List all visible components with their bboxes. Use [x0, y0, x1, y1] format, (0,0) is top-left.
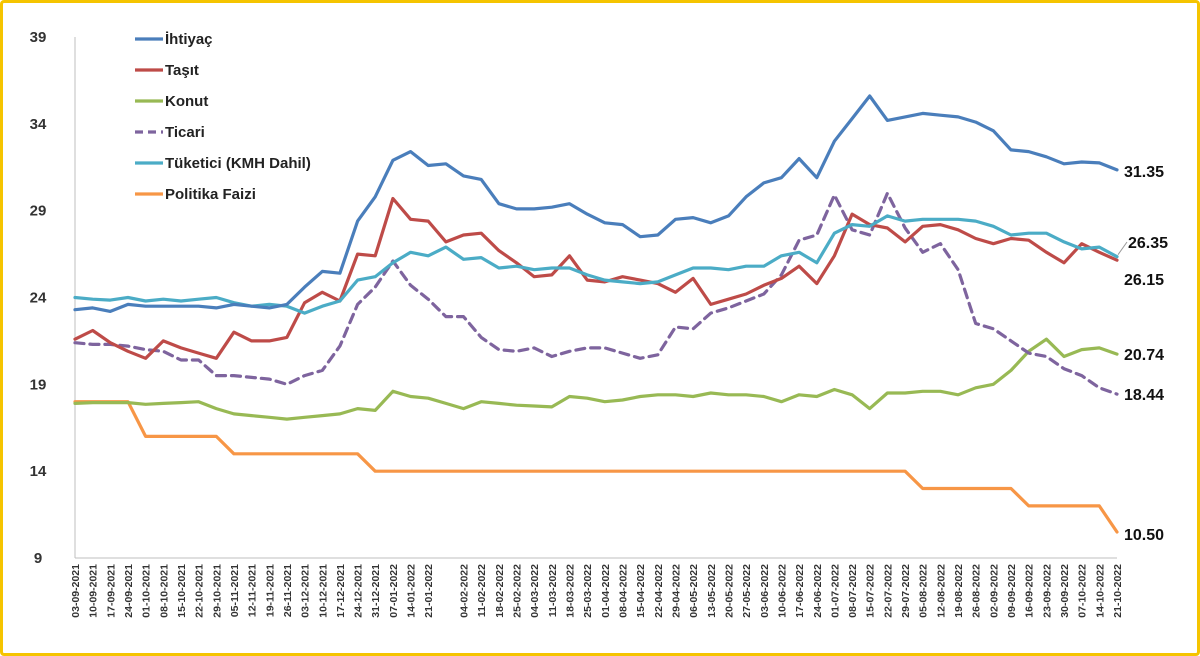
x-tick-label: 25-03-2022 — [582, 564, 594, 618]
end-value-labels: 31.35 26.35 26.15 20.74 18.44 10.50 — [1117, 164, 1168, 544]
x-tick-label: 17-06-2022 — [794, 564, 806, 618]
series-line — [73, 400, 1119, 534]
y-tick-label: 14 — [30, 463, 47, 480]
end-value-label: 18.44 — [1124, 387, 1164, 404]
x-tick-label: 05-08-2022 — [918, 564, 930, 618]
y-axis-ticks: 9 14 19 24 29 34 39 — [30, 29, 47, 567]
x-tick-label: 29-07-2022 — [900, 564, 912, 618]
x-tick-label: 29-04-2022 — [670, 564, 682, 618]
series-line — [73, 94, 1119, 313]
x-tick-label: 18-03-2022 — [565, 564, 577, 618]
y-tick-label: 19 — [30, 376, 47, 393]
x-tick-label: 15-10-2021 — [176, 564, 188, 618]
x-tick-label: 21-01-2022 — [423, 564, 435, 618]
x-tick-label: 14-01-2022 — [406, 564, 418, 618]
x-tick-label: 15-04-2022 — [635, 564, 647, 618]
x-tick-label: 17-12-2021 — [335, 564, 347, 618]
x-tick-label: 26-08-2022 — [971, 564, 983, 618]
x-tick-label: 03-06-2022 — [759, 564, 771, 618]
x-tick-label: 14-10-2022 — [1094, 564, 1106, 618]
x-tick-label: 16-09-2022 — [1024, 564, 1036, 618]
series-line — [73, 337, 1119, 421]
end-value-label: 31.35 — [1124, 164, 1164, 181]
x-tick-label: 18-02-2022 — [494, 564, 506, 618]
x-tick-label: 13-05-2022 — [706, 564, 718, 618]
x-tick-label: 24-06-2022 — [812, 564, 824, 618]
x-tick-label: 20-05-2022 — [723, 564, 735, 618]
end-value-label: 10.50 — [1124, 527, 1164, 544]
x-tick-label: 06-05-2022 — [688, 564, 700, 618]
x-tick-label: 22-10-2021 — [194, 564, 206, 618]
series-lines — [73, 94, 1119, 534]
legend-label: Politika Faizi — [165, 186, 256, 203]
end-value-label: 20.74 — [1124, 347, 1164, 364]
x-tick-label: 29-10-2021 — [211, 564, 223, 618]
x-tick-label: 10-09-2021 — [88, 564, 100, 618]
end-value-label: 26.35 — [1128, 235, 1168, 252]
x-tick-label: 09-09-2022 — [1006, 564, 1018, 618]
series-line — [73, 196, 1119, 360]
x-tick-label: 08-10-2021 — [158, 564, 170, 618]
x-tick-label: 19-08-2022 — [953, 564, 965, 618]
x-tick-label: 08-07-2022 — [847, 564, 859, 618]
x-tick-label: 19-11-2021 — [264, 564, 276, 617]
end-label-leader — [1117, 241, 1128, 255]
y-tick-label: 24 — [30, 290, 47, 307]
x-axis-ticks: 03-09-2021 10-09-2021 17-09-2021 24-09-2021… — [70, 564, 1124, 618]
x-tick-label: 04-02-2022 — [459, 564, 471, 618]
series-line — [73, 191, 1119, 396]
x-tick-label: 12-08-2022 — [935, 564, 947, 618]
legend-label: Taşıt — [165, 62, 199, 79]
x-tick-label: 12-11-2021 — [247, 564, 259, 617]
y-tick-label: 39 — [30, 29, 47, 46]
y-tick-label: 29 — [30, 203, 47, 220]
x-tick-label: 10-06-2022 — [776, 564, 788, 618]
x-tick-label: 03-12-2021 — [300, 564, 312, 618]
x-tick-label: 03-09-2021 — [70, 564, 82, 618]
legend-label: İhtiyaç — [165, 31, 213, 48]
y-tick-label: 9 — [34, 550, 42, 567]
x-tick-label: 24-09-2021 — [123, 564, 135, 618]
x-tick-label: 11-03-2022 — [547, 564, 559, 617]
x-tick-label: 01-07-2022 — [829, 564, 841, 618]
x-tick-label: 21-10-2022 — [1112, 564, 1124, 618]
x-tick-label: 11-02-2022 — [476, 564, 488, 617]
x-tick-label: 07-10-2022 — [1077, 564, 1089, 618]
x-tick-label: 24-12-2021 — [353, 564, 365, 618]
x-tick-label: 04-03-2022 — [529, 564, 541, 618]
x-tick-label: 15-07-2022 — [865, 564, 877, 618]
x-tick-label: 27-05-2022 — [741, 564, 753, 618]
x-tick-label: 05-11-2021 — [229, 564, 241, 617]
legend-label: Konut — [165, 93, 208, 110]
x-tick-label: 02-09-2022 — [988, 564, 1000, 618]
x-tick-label: 25-02-2022 — [512, 564, 524, 618]
x-tick-label: 07-01-2022 — [388, 564, 400, 618]
x-tick-label: 22-07-2022 — [882, 564, 894, 618]
legend-label: Ticari — [165, 124, 205, 141]
x-tick-label: 22-04-2022 — [653, 564, 665, 618]
legend-label: Tüketici (KMH Dahil) — [165, 155, 311, 172]
x-tick-label: 26-11-2021 — [282, 564, 294, 617]
y-tick-label: 34 — [30, 116, 47, 133]
x-tick-label: 10-12-2021 — [317, 564, 329, 618]
legend: İhtiyaç Taşıt Konut Ticari Tüketici (KMH Dah… — [135, 31, 311, 203]
x-tick-label: 23-09-2022 — [1041, 564, 1053, 618]
x-tick-label: 30-09-2022 — [1059, 564, 1071, 618]
end-value-label: 26.15 — [1124, 272, 1164, 289]
x-tick-label: 31-12-2021 — [370, 564, 382, 618]
x-tick-label: 01-04-2022 — [600, 564, 612, 618]
x-tick-label: 17-09-2021 — [105, 564, 117, 618]
x-tick-label: 01-10-2021 — [141, 564, 153, 618]
x-tick-label: 08-04-2022 — [617, 564, 629, 618]
